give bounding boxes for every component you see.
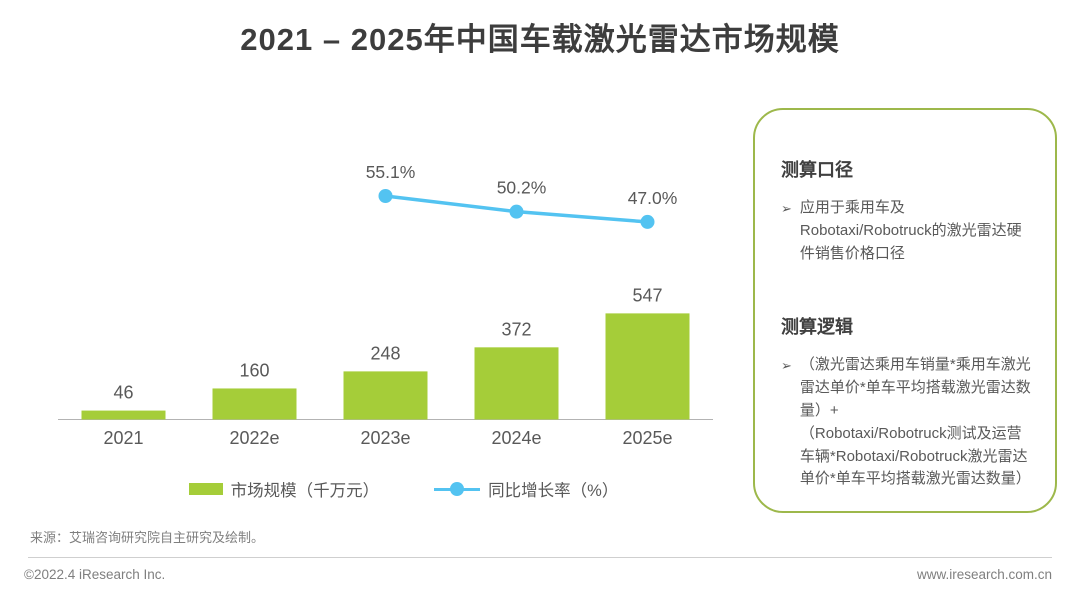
arrow-bullet-icon: ➢ [781, 201, 792, 216]
growth-rate-point-1 [509, 204, 524, 219]
source-note: 来源：艾瑞咨询研究院自主研究及绘制。 [30, 530, 265, 545]
copyright-text: ©2022.4 iResearch Inc. [24, 567, 166, 582]
combo-chart-svg: 46 2021 160 2022e 248 2023e 372 2024e 547 2025e 55… [58, 162, 713, 448]
panel-bullet-logic: ➢ （激光雷达乘用车销量*乘用车激光雷达单价*单车平均搭载激光雷达数量）+ （R… [781, 354, 1033, 491]
panel-heading-logic: 测算逻辑 [781, 317, 853, 338]
category-label-2025e: 2025e [622, 428, 672, 448]
page-title: 2021 – 2025年中国车载激光雷达市场规模 [240, 22, 840, 57]
bar-2022e [212, 388, 297, 420]
bar-2023e [343, 371, 428, 420]
bar-series-swatch-icon [188, 483, 223, 495]
market-size-combo-chart: 46 2021 160 2022e 248 2023e 372 2024e 547 2025e 55… [58, 150, 713, 450]
methodology-panel: 测算口径 ➢ 应用于乘用车及Robotaxi/Robotruck的激光雷达硬件销… [753, 108, 1057, 513]
legend-label-market-size: 市场规模（千万元） [230, 482, 380, 500]
growth-rate-point-0 [378, 189, 393, 203]
legend-item-market-size: 市场规模（千万元） [188, 477, 380, 501]
bar-2024e [474, 347, 559, 420]
bar-2021 [81, 410, 166, 420]
growth-rate-label-0: 55.1% [366, 162, 416, 182]
bar-value-label-2023e: 248 [370, 343, 400, 363]
bar-2025e [605, 313, 690, 420]
line-series-swatch-icon [434, 482, 481, 496]
growth-rate-point-2 [640, 214, 655, 229]
bar-value-label-2024e: 372 [501, 319, 531, 339]
category-label-2022e: 2022e [229, 428, 279, 448]
category-label-2021: 2021 [103, 428, 143, 448]
bar-value-label-2022e: 160 [239, 360, 269, 380]
panel-bullet-caliber-text: 应用于乘用车及Robotaxi/Robotruck的激光雷达硬件销售价格口径 [799, 199, 1022, 262]
legend-label-growth-rate: 同比增长率（%） [488, 482, 619, 500]
panel-heading-caliber: 测算口径 [781, 160, 853, 180]
panel-bullet-logic-text: （激光雷达乘用车销量*乘用车激光雷达单价*单车平均搭载激光雷达数量）+ （Rob… [799, 356, 1031, 488]
growth-rate-label-2: 47.0% [628, 188, 678, 208]
legend-item-growth-rate: 同比增长率（%） [434, 477, 618, 501]
growth-rate-label-1: 50.2% [497, 178, 547, 198]
bar-value-label-2021: 46 [113, 383, 133, 403]
chart-legend: 市场规模（千万元） 同比增长率（%） [76, 477, 731, 501]
panel-bullet-caliber: ➢ 应用于乘用车及Robotaxi/Robotruck的激光雷达硬件销售价格口径 [781, 197, 1033, 265]
category-label-2024e: 2024e [491, 428, 541, 448]
arrow-bullet-icon: ➢ [781, 358, 792, 374]
line-swatch-dot [450, 482, 465, 496]
footer-divider [28, 557, 1052, 558]
category-label-2023e: 2023e [360, 428, 410, 448]
website-link[interactable]: www.iresearch.com.cn [916, 567, 1052, 582]
bar-value-label-2025e: 547 [632, 285, 662, 305]
